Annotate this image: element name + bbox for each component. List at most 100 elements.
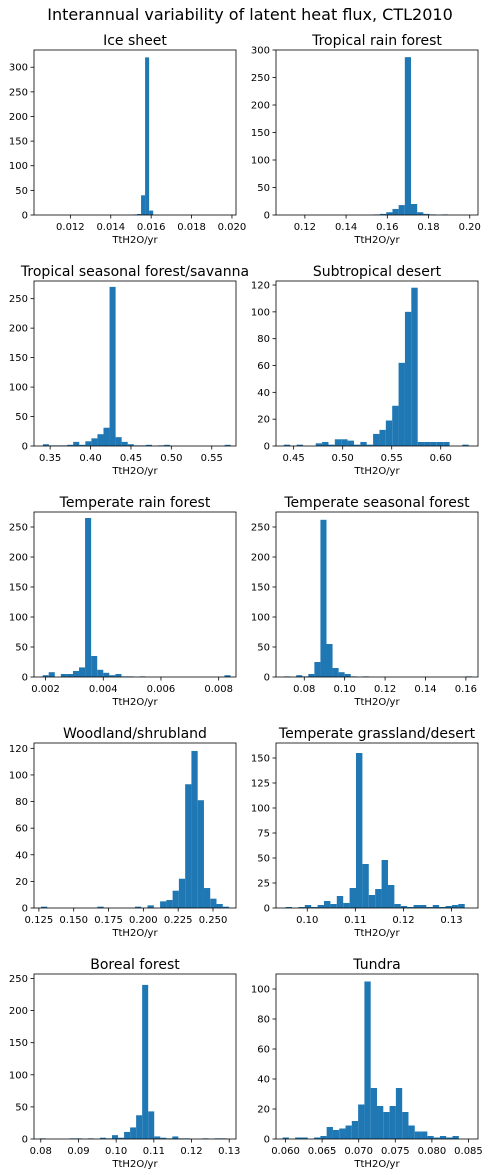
histogram-bar bbox=[398, 362, 405, 446]
histogram-bar bbox=[322, 441, 329, 446]
histogram-bar bbox=[311, 907, 318, 908]
panel-title: Woodland/shrubland bbox=[63, 726, 207, 742]
histogram-bar bbox=[446, 1137, 453, 1139]
histogram-bar bbox=[380, 213, 387, 215]
histogram-bar bbox=[389, 1106, 396, 1139]
x-tick-label: 0.55 bbox=[201, 453, 223, 464]
histogram-bar bbox=[332, 1130, 340, 1139]
histogram-bar bbox=[398, 205, 405, 215]
histogram-bar bbox=[417, 212, 424, 215]
x-tick-label: 0.070 bbox=[344, 1146, 373, 1157]
histogram-bar bbox=[103, 427, 110, 446]
y-tick-label: 100 bbox=[9, 770, 28, 781]
y-tick-label: 200 bbox=[251, 553, 270, 564]
x-axis-label: TtH2O/yr bbox=[353, 466, 400, 477]
y-tick-label: 250 bbox=[251, 523, 270, 534]
histogram-bar bbox=[387, 885, 395, 908]
histogram-bar bbox=[48, 672, 55, 677]
x-tick-label: 0.225 bbox=[164, 915, 193, 926]
plot-frame bbox=[275, 973, 479, 1140]
y-tick-label: 300 bbox=[251, 46, 270, 57]
x-axis-label: TtH2O/yr bbox=[111, 235, 158, 246]
histogram-panel: 0.002 0.004 0.006 0.008 0 50 100 150 200 250 Tempe… bbox=[9, 495, 237, 708]
histogram-bar bbox=[364, 981, 371, 1139]
y-tick-label: 100 bbox=[9, 613, 28, 624]
x-tick-label: 0.08 bbox=[30, 1146, 52, 1157]
histogram-bar bbox=[298, 907, 305, 908]
histogram-bar bbox=[315, 443, 323, 446]
y-tick-label: 200 bbox=[9, 112, 28, 123]
histogram-bar bbox=[400, 906, 408, 908]
y-tick-label: 200 bbox=[251, 101, 270, 112]
x-tick-label: 0.12 bbox=[374, 684, 396, 695]
histogram-bar bbox=[91, 438, 98, 446]
x-tick-label: 0.13 bbox=[440, 915, 462, 926]
histogram-bar bbox=[282, 1137, 289, 1139]
panel-title: Boreal forest bbox=[90, 957, 180, 973]
histogram-bar bbox=[426, 907, 433, 908]
y-tick-label: 50 bbox=[15, 412, 28, 423]
y-tick-label: 40 bbox=[15, 850, 28, 861]
histogram-bar bbox=[85, 518, 92, 677]
histogram-bar bbox=[419, 905, 427, 908]
y-tick-label: 120 bbox=[251, 281, 270, 292]
histogram-bar bbox=[149, 210, 154, 215]
histogram-bar bbox=[301, 1137, 308, 1139]
x-tick-label: 0.16 bbox=[376, 222, 398, 233]
histogram-bar bbox=[328, 444, 335, 446]
plot-frame bbox=[275, 511, 479, 678]
panel-title: Temperate rain forest bbox=[59, 495, 211, 511]
y-tick-label: 150 bbox=[251, 583, 270, 594]
plot-frame bbox=[33, 49, 237, 216]
x-tick-label: 0.12 bbox=[392, 915, 414, 926]
x-tick-label: 0.12 bbox=[180, 1146, 202, 1157]
y-tick-label: 100 bbox=[251, 985, 270, 996]
y-tick-label: 25 bbox=[257, 879, 270, 890]
histogram-bar bbox=[320, 519, 327, 677]
histogram-bar bbox=[103, 672, 110, 677]
x-tick-label: 0.016 bbox=[137, 222, 166, 233]
y-tick-label: 40 bbox=[257, 1075, 270, 1086]
histogram-bar bbox=[172, 890, 179, 908]
y-tick-label: 150 bbox=[251, 754, 270, 765]
histogram-bar bbox=[421, 1131, 428, 1139]
x-tick-label: 0.002 bbox=[31, 684, 60, 695]
x-tick-label: 0.60 bbox=[430, 453, 452, 464]
histogram-bar bbox=[404, 57, 412, 216]
y-tick-label: 0 bbox=[264, 673, 270, 684]
histogram-bar bbox=[385, 420, 393, 446]
x-tick-label: 0.12 bbox=[294, 222, 316, 233]
x-axis-label: TtH2O/yr bbox=[353, 928, 400, 939]
histogram-bar bbox=[392, 208, 399, 215]
histogram-bar bbox=[373, 433, 380, 446]
histogram-bar bbox=[338, 672, 345, 677]
y-tick-label: 0 bbox=[264, 442, 270, 453]
histogram-bar bbox=[370, 1088, 377, 1139]
histogram-bar bbox=[436, 441, 444, 446]
plot-frame bbox=[33, 511, 237, 678]
x-tick-label: 0.020 bbox=[218, 222, 247, 233]
histogram-bar bbox=[355, 753, 363, 908]
panel-title: Tropical seasonal forest/savanna bbox=[20, 264, 249, 280]
y-tick-label: 125 bbox=[251, 779, 270, 790]
x-tick-label: 0.45 bbox=[120, 453, 142, 464]
histogram-bar bbox=[135, 906, 142, 908]
histogram-bar bbox=[164, 444, 171, 446]
x-tick-label: 0.50 bbox=[160, 453, 182, 464]
x-tick-label: 0.060 bbox=[271, 1146, 300, 1157]
y-tick-label: 200 bbox=[9, 1006, 28, 1017]
y-tick-label: 20 bbox=[257, 415, 270, 426]
histogram-bar bbox=[166, 900, 173, 908]
histogram-bar bbox=[336, 896, 344, 908]
y-tick-label: 100 bbox=[9, 161, 28, 172]
histogram-bar bbox=[118, 1137, 125, 1139]
histogram-bar bbox=[191, 750, 198, 908]
y-tick-label: 20 bbox=[257, 1105, 270, 1116]
histogram-bar bbox=[433, 1137, 440, 1139]
histogram-bar bbox=[115, 674, 122, 677]
histogram-bar bbox=[377, 1106, 384, 1139]
y-tick-label: 100 bbox=[251, 307, 270, 318]
y-tick-label: 80 bbox=[257, 334, 270, 345]
histogram-bar bbox=[67, 444, 74, 446]
